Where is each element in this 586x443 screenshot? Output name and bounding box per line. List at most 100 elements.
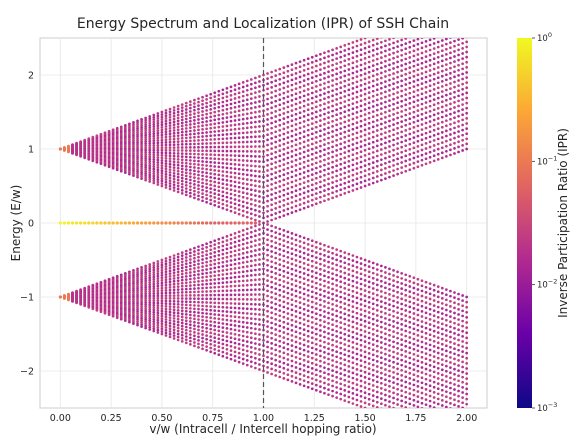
band-state-point <box>355 306 359 310</box>
band-state-point <box>221 354 225 358</box>
band-state-point <box>335 324 338 328</box>
band-state-point <box>323 122 326 126</box>
band-state-point <box>254 312 257 316</box>
band-state-point <box>282 112 286 115</box>
band-state-point <box>351 376 355 380</box>
band-state-point <box>306 67 310 71</box>
band-state-point <box>197 138 200 142</box>
band-state-point <box>156 272 160 276</box>
band-state-point <box>184 152 188 156</box>
band-state-point <box>302 292 306 296</box>
band-state-point <box>323 305 326 308</box>
edge-state-point <box>249 221 253 225</box>
band-state-point <box>298 265 302 269</box>
band-state-point <box>363 148 367 152</box>
band-state-point <box>189 142 192 146</box>
band-state-point <box>388 267 391 271</box>
band-state-point <box>363 319 367 323</box>
band-state-point <box>209 100 213 104</box>
band-state-point <box>201 181 204 185</box>
band-state-point <box>294 204 298 208</box>
band-state-point <box>172 328 176 332</box>
band-state-point <box>172 183 176 187</box>
band-state-point <box>343 49 347 52</box>
band-state-point <box>335 294 338 297</box>
band-state-point <box>294 199 298 203</box>
band-state-point <box>302 114 306 118</box>
band-state-point <box>335 72 338 76</box>
band-state-point <box>335 263 338 267</box>
band-state-point <box>144 129 147 133</box>
band-state-point <box>355 357 359 361</box>
band-state-point <box>266 223 269 226</box>
band-state-point <box>221 96 225 100</box>
band-state-point <box>213 254 217 258</box>
band-state-point <box>172 285 176 289</box>
band-state-point <box>201 192 204 196</box>
band-state-point <box>245 117 249 120</box>
band-state-point <box>306 253 310 256</box>
band-state-point <box>343 312 347 316</box>
band-state-point <box>168 110 172 114</box>
band-state-point <box>298 382 302 386</box>
band-state-point <box>306 98 310 101</box>
band-state-point <box>314 182 318 185</box>
band-state-point <box>274 171 278 174</box>
band-state-point <box>327 362 330 366</box>
band-state-point <box>306 57 310 61</box>
band-state-point <box>254 254 257 257</box>
band-state-point <box>209 252 213 255</box>
band-state-point <box>384 172 387 175</box>
band-state-point <box>176 104 180 108</box>
band-state-point <box>237 275 241 279</box>
band-state-point <box>140 325 143 328</box>
band-state-point <box>152 127 156 131</box>
band-state-point <box>221 141 225 145</box>
band-state-point <box>79 140 82 143</box>
band-state-point <box>209 259 213 263</box>
band-state-point <box>241 126 245 130</box>
band-state-point <box>278 77 282 81</box>
band-state-point <box>189 290 192 294</box>
band-state-point <box>217 129 221 133</box>
band-state-point <box>327 121 330 125</box>
band-state-point <box>286 197 290 201</box>
band-state-point <box>217 241 221 245</box>
band-state-point <box>294 248 298 252</box>
band-state-point <box>245 98 249 102</box>
band-state-point <box>209 274 213 278</box>
band-state-point <box>278 273 282 277</box>
band-state-point <box>367 157 371 161</box>
band-state-point <box>306 380 310 384</box>
band-state-point <box>371 373 375 377</box>
band-state-point <box>335 82 338 86</box>
band-state-point <box>184 284 188 288</box>
band-state-point <box>193 183 196 186</box>
band-state-point <box>262 83 265 87</box>
band-state-point <box>302 343 306 347</box>
band-state-point <box>152 155 156 159</box>
band-state-point <box>245 321 249 325</box>
band-state-point <box>225 120 229 124</box>
band-state-point <box>217 353 221 357</box>
band-state-point <box>270 260 273 264</box>
band-state-point <box>233 346 237 349</box>
band-state-point <box>310 66 314 69</box>
band-state-point <box>367 50 371 54</box>
band-state-point <box>180 315 184 319</box>
band-state-point <box>205 330 208 334</box>
band-state-point <box>176 181 180 185</box>
band-state-point <box>193 149 196 153</box>
band-state-point <box>144 168 147 171</box>
band-state-point <box>327 378 330 381</box>
band-state-point <box>278 67 282 71</box>
band-state-point <box>201 329 204 333</box>
band-state-point <box>156 158 160 162</box>
band-state-point <box>99 132 103 136</box>
band-state-point <box>258 263 261 266</box>
band-state-point <box>245 84 249 87</box>
band-state-point <box>388 410 391 413</box>
band-state-point <box>262 282 265 286</box>
band-state-point <box>286 353 290 356</box>
band-state-point <box>266 179 269 183</box>
